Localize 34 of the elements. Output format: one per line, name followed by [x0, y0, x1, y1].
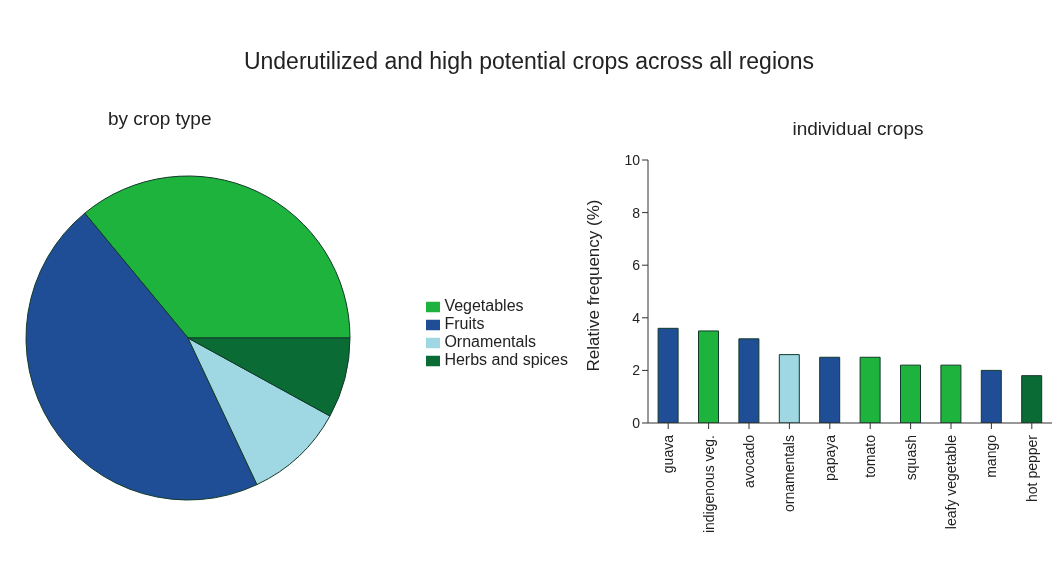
x-tick-label: avocado [740, 434, 757, 488]
x-tick-label: mango [983, 434, 1000, 478]
bar [859, 356, 881, 423]
chart-title: individual crops [791, 118, 925, 140]
x-tick-label: hot pepper [1023, 434, 1040, 502]
bar [980, 369, 1002, 423]
y-tick-label: 6 [632, 257, 641, 274]
bar [738, 338, 760, 423]
bar [778, 354, 800, 423]
y-tick-label: 10 [624, 151, 641, 168]
y-tick-label: 4 [632, 309, 641, 326]
chart-title: Underutilized and high potential crops across all regions [242, 48, 816, 75]
legend-label: Ornamentals [444, 333, 536, 350]
x-tick-label: guava [660, 434, 677, 474]
x-tick-label: indigenous veg. [700, 435, 717, 534]
y-axis-title: Relative frequency (%) [584, 199, 604, 372]
bar [940, 364, 962, 423]
bar [819, 356, 841, 423]
bar [1021, 375, 1043, 423]
x-tick-label: papaya [821, 434, 838, 481]
bar [900, 364, 921, 423]
legend-label: Vegetables [444, 297, 524, 314]
chart-subtitle: by crop type [108, 108, 212, 130]
y-tick-label: 8 [632, 204, 641, 221]
y-tick-label: 0 [632, 414, 641, 431]
y-tick-label: 2 [632, 362, 641, 379]
x-tick-label: tomato [862, 434, 879, 478]
x-tick-label: leafy vegetable [942, 434, 959, 530]
legend-label: Fruits [444, 315, 485, 332]
legend-label: Herbs and spices [444, 351, 568, 368]
x-tick-label: ornamentals [781, 435, 798, 513]
bar [698, 330, 719, 423]
bar [657, 327, 679, 423]
x-tick-label: squash [902, 435, 919, 481]
